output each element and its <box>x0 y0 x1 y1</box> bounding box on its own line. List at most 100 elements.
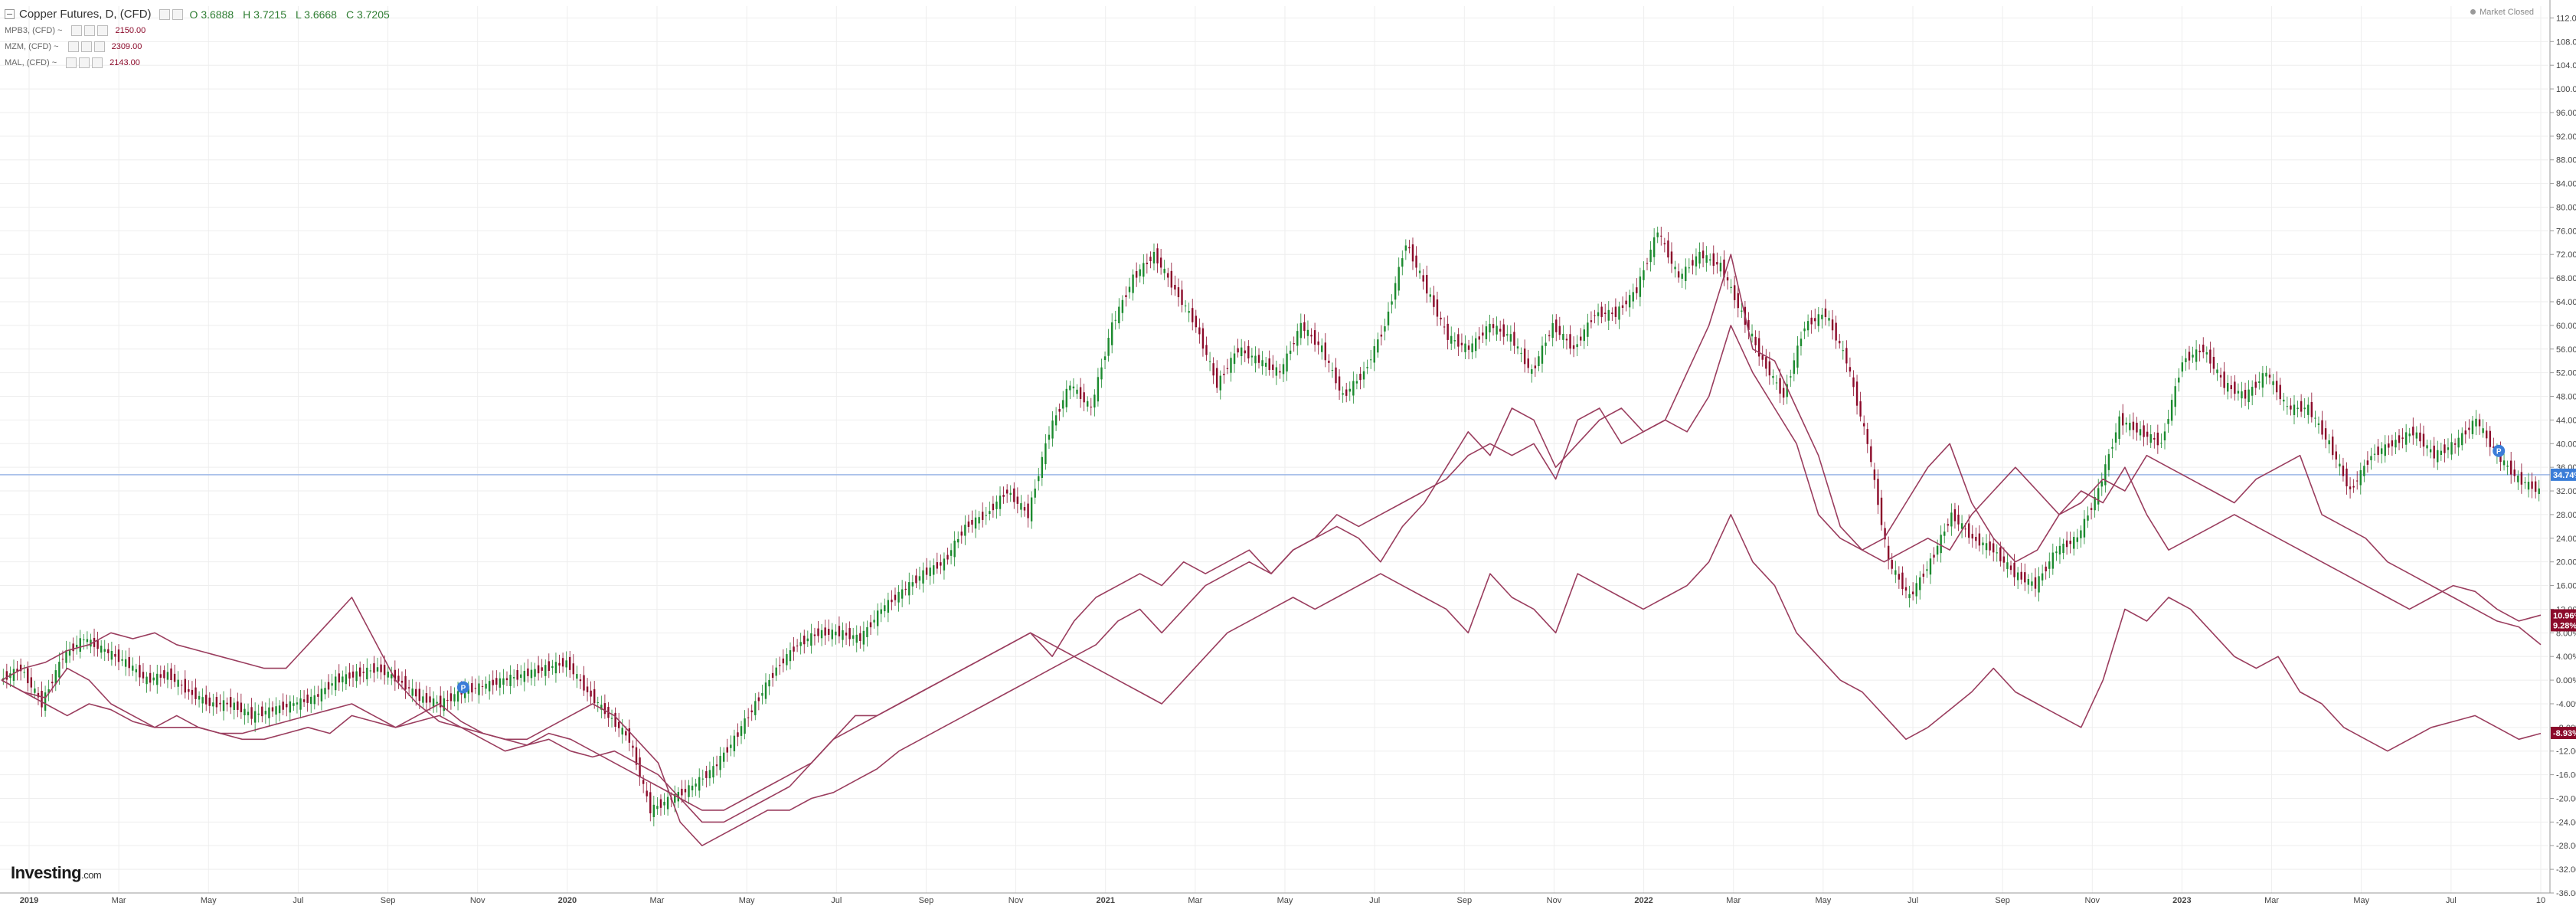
candle-body <box>1279 371 1281 373</box>
candle-body <box>376 667 379 672</box>
candle-body <box>289 701 292 713</box>
candle-body <box>1999 547 2002 561</box>
candle-body <box>2076 537 2079 542</box>
candle-body <box>128 656 130 669</box>
candle-body <box>1513 332 1515 346</box>
candle-body <box>1737 293 1739 309</box>
close-icon[interactable] <box>97 25 109 36</box>
candle-body <box>1551 322 1554 339</box>
candle-body <box>2388 443 2390 448</box>
settings-icon[interactable] <box>159 8 170 20</box>
candle-body <box>2275 381 2278 393</box>
candle-body <box>1198 327 1201 335</box>
candle-body <box>1177 287 1180 298</box>
candle-body <box>37 692 40 698</box>
candle-body <box>1282 364 1285 375</box>
candle-body <box>911 582 914 587</box>
visibility-icon[interactable] <box>71 25 83 36</box>
candle-body <box>708 770 711 779</box>
event-marker-icon[interactable] <box>2493 444 2506 457</box>
candle-body <box>215 696 218 708</box>
candle-body <box>551 666 554 669</box>
candle-body <box>712 766 714 778</box>
candle-body <box>2398 435 2401 443</box>
close-icon[interactable] <box>92 57 103 68</box>
candle-body <box>2143 425 2145 437</box>
candle-body <box>275 706 277 715</box>
candle-body <box>2048 561 2051 569</box>
candle-body <box>1457 334 1460 347</box>
candle-body <box>845 632 848 636</box>
candle-body <box>1667 240 1669 258</box>
candle-body <box>838 626 841 636</box>
candle-body <box>1496 325 1498 335</box>
candle-body <box>1709 259 1711 261</box>
candle-body <box>1831 319 1834 331</box>
event-marker-icon[interactable] <box>456 681 469 694</box>
candle-body <box>869 622 872 628</box>
candle-body <box>2223 371 2225 388</box>
candle-body <box>1027 503 1029 518</box>
candle-body <box>163 670 165 679</box>
legend-compare-row[interactable]: MAL, (CFD) ~ 2143.00 <box>5 54 399 70</box>
candle-body <box>1772 375 1774 378</box>
candle-body <box>2478 419 2481 427</box>
right-value-labels: 34.74% 10.96%9.28% -8.93% <box>2551 468 2576 740</box>
visibility-icon[interactable] <box>67 41 79 52</box>
x-tick-label: May <box>1815 896 1831 905</box>
candle-body <box>1985 543 1988 551</box>
candle-body <box>1968 523 1970 538</box>
candle-body <box>1845 348 1848 364</box>
candle-body <box>950 550 953 556</box>
candle-body <box>1603 312 1607 314</box>
close-icon[interactable] <box>93 41 105 52</box>
candle-body <box>1531 369 1533 374</box>
candle-body <box>1338 376 1341 391</box>
candle-body <box>58 662 60 678</box>
candle-body <box>1440 317 1442 320</box>
candle-body <box>103 649 106 652</box>
candle-body <box>191 689 194 695</box>
candle-body <box>2209 349 2212 364</box>
candle-body <box>481 685 484 687</box>
legend-compare-row[interactable]: MZM, (CFD) ~ 2309.00 <box>5 38 399 54</box>
legend-compare-value: 2150.00 <box>115 25 146 35</box>
candle-body <box>1240 347 1243 357</box>
settings-icon[interactable] <box>79 57 90 68</box>
candle-body <box>866 626 868 637</box>
candle-body <box>2380 448 2383 454</box>
settings-icon[interactable] <box>84 25 96 36</box>
candle-body <box>1803 328 1806 332</box>
close-icon[interactable] <box>172 8 183 20</box>
candle-body <box>387 671 389 678</box>
x-tick-label: Mar <box>1726 896 1741 905</box>
candle-body <box>310 696 312 705</box>
candle-body <box>887 600 890 613</box>
visibility-icon[interactable] <box>66 57 77 68</box>
candle-body <box>757 697 760 702</box>
candle-body <box>967 521 970 527</box>
settings-icon[interactable] <box>80 41 92 52</box>
candle-body <box>2237 391 2240 394</box>
candle-body <box>1118 306 1120 324</box>
candle-body <box>527 668 529 676</box>
candle-body <box>166 672 169 680</box>
investing-logo[interactable]: Investing.com <box>11 863 102 883</box>
candle-body <box>2265 372 2267 377</box>
candle-body <box>1509 334 1512 342</box>
candle-body <box>1796 345 1799 368</box>
candle-body <box>1911 591 1914 595</box>
candle-body <box>1933 554 1935 558</box>
collapse-icon[interactable] <box>5 9 15 19</box>
candle-body <box>2489 430 2491 447</box>
candle-body <box>1205 345 1208 355</box>
legend-compare-row[interactable]: MPB3, (CFD) ~ 2150.00 <box>5 22 399 38</box>
y-tick-label: 88.00% <box>2556 156 2576 165</box>
candle-body <box>1957 514 1960 525</box>
legend-main-row[interactable]: Copper Futures, D, (CFD) O 3.6888 H 3.72… <box>5 6 399 22</box>
candle-body <box>2412 427 2414 436</box>
candle-body <box>282 702 284 710</box>
candle-body <box>548 661 551 671</box>
candle-body <box>2349 486 2352 489</box>
